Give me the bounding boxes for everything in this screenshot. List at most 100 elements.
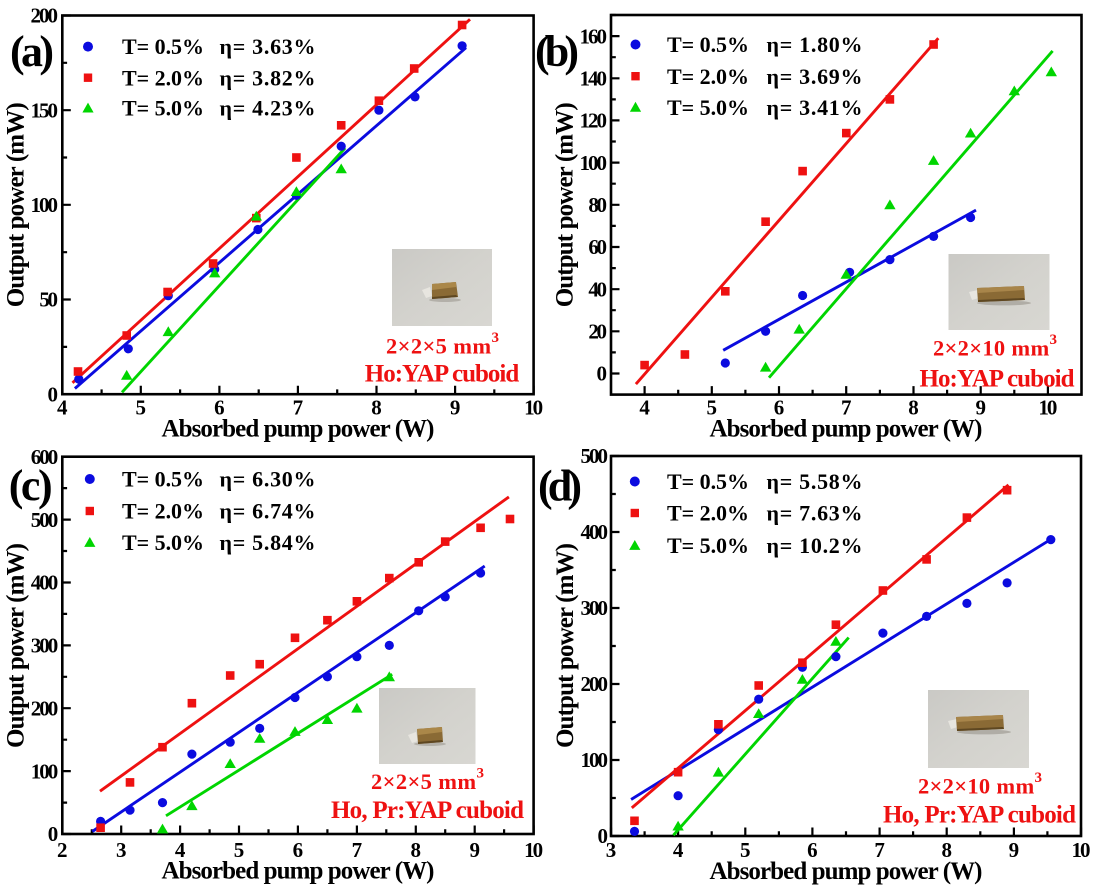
svg-text:600: 600	[31, 445, 59, 469]
svg-text:T= 2.0%: T= 2.0%	[667, 64, 749, 89]
svg-text:T= 5.0%: T= 5.0%	[122, 96, 204, 121]
svg-text:7: 7	[874, 838, 885, 862]
svg-text:7: 7	[293, 396, 304, 420]
svg-text:η= 3.41%: η= 3.41%	[767, 95, 863, 120]
svg-text:(b): (b)	[535, 27, 579, 76]
svg-text:4: 4	[175, 838, 186, 862]
svg-text:η= 4.23%: η= 4.23%	[220, 96, 316, 121]
svg-text:Output power (mW): Output power (mW)	[3, 102, 30, 307]
svg-text:8: 8	[411, 838, 422, 862]
svg-text:10: 10	[1038, 396, 1057, 420]
svg-text:Absorbed pump power (W): Absorbed pump power (W)	[162, 416, 435, 443]
svg-text:6: 6	[214, 396, 225, 420]
svg-text:Absorbed pump power (W): Absorbed pump power (W)	[162, 858, 435, 885]
svg-text:500: 500	[31, 508, 59, 532]
svg-text:2: 2	[57, 838, 68, 862]
svg-text:300: 300	[31, 634, 59, 658]
svg-text:η= 3.69%: η= 3.69%	[767, 64, 863, 89]
svg-text:T= 0.5%: T= 0.5%	[667, 469, 749, 494]
svg-text:9: 9	[469, 838, 480, 862]
svg-text:140: 140	[580, 67, 608, 91]
svg-text:η= 5.58%: η= 5.58%	[767, 469, 863, 494]
svg-text:6: 6	[293, 838, 304, 862]
svg-text:160: 160	[580, 24, 608, 48]
svg-text:Output power (mW): Output power (mW)	[552, 102, 579, 307]
svg-text:8: 8	[908, 396, 919, 420]
svg-text:60: 60	[588, 235, 607, 259]
svg-text:7: 7	[352, 838, 363, 862]
svg-text:9: 9	[1009, 838, 1020, 862]
svg-text:4: 4	[57, 396, 68, 420]
svg-text:3: 3	[116, 838, 127, 862]
svg-text:Ho:YAP cuboid: Ho:YAP cuboid	[365, 360, 520, 387]
svg-text:100: 100	[581, 748, 609, 772]
svg-text:0: 0	[48, 382, 59, 406]
svg-text:T= 2.0%: T= 2.0%	[122, 499, 204, 524]
svg-text:2×2×5 mm3: 2×2×5 mm3	[371, 766, 484, 795]
svg-text:40: 40	[588, 277, 607, 301]
svg-text:200: 200	[31, 696, 59, 720]
svg-text:7: 7	[841, 396, 852, 420]
svg-text:10: 10	[524, 396, 543, 420]
svg-text:8: 8	[371, 396, 382, 420]
svg-text:9: 9	[450, 396, 461, 420]
svg-text:Ho, Pr:YAP cuboid: Ho, Pr:YAP cuboid	[331, 797, 524, 824]
svg-text:10: 10	[1072, 838, 1091, 862]
svg-text:T= 0.5%: T= 0.5%	[122, 34, 204, 59]
svg-text:6: 6	[807, 838, 818, 862]
svg-text:120: 120	[580, 109, 608, 133]
svg-text:Absorbed pump power (W): Absorbed pump power (W)	[710, 416, 983, 443]
svg-text:200: 200	[581, 672, 609, 696]
svg-text:2×2×10 mm3: 2×2×10 mm3	[918, 770, 1042, 799]
svg-text:4: 4	[639, 396, 650, 420]
svg-text:300: 300	[581, 596, 609, 620]
svg-text:η= 3.63%: η= 3.63%	[220, 34, 316, 59]
svg-text:6: 6	[774, 396, 785, 420]
svg-text:8: 8	[941, 838, 952, 862]
svg-text:η= 1.80%: η= 1.80%	[767, 32, 863, 57]
svg-text:10: 10	[524, 838, 543, 862]
svg-text:100: 100	[31, 193, 59, 217]
svg-text:3: 3	[606, 838, 617, 862]
svg-text:5: 5	[234, 838, 245, 862]
svg-text:4: 4	[673, 838, 684, 862]
svg-text:Absorbed pump power (W): Absorbed pump power (W)	[710, 858, 983, 885]
svg-text:500: 500	[581, 444, 609, 468]
svg-text:200: 200	[31, 4, 59, 28]
svg-text:T= 5.0%: T= 5.0%	[667, 95, 749, 120]
svg-text:(c): (c)	[9, 461, 53, 510]
svg-text:150: 150	[31, 98, 59, 122]
svg-text:5: 5	[707, 396, 718, 420]
svg-text:Ho:YAP cuboid: Ho:YAP cuboid	[920, 366, 1075, 393]
svg-text:η= 6.74%: η= 6.74%	[220, 499, 316, 524]
svg-text:100: 100	[31, 759, 59, 783]
svg-text:η= 6.30%: η= 6.30%	[220, 467, 316, 492]
svg-text:η= 5.84%: η= 5.84%	[220, 530, 316, 555]
svg-text:9: 9	[975, 396, 986, 420]
svg-text:η= 10.2%: η= 10.2%	[767, 533, 863, 558]
svg-text:η= 3.82%: η= 3.82%	[220, 65, 316, 90]
svg-text:T= 0.5%: T= 0.5%	[122, 467, 204, 492]
svg-text:2×2×5 mm3: 2×2×5 mm3	[386, 330, 499, 359]
svg-text:T= 2.0%: T= 2.0%	[122, 65, 204, 90]
svg-text:Output power (mW): Output power (mW)	[3, 543, 30, 748]
svg-text:5: 5	[136, 396, 147, 420]
svg-text:T= 5.0%: T= 5.0%	[667, 533, 749, 558]
svg-text:η= 7.63%: η= 7.63%	[767, 501, 863, 526]
svg-text:0: 0	[48, 822, 59, 846]
svg-text:T= 0.5%: T= 0.5%	[667, 32, 749, 57]
svg-text:80: 80	[588, 193, 607, 217]
svg-text:5: 5	[740, 838, 751, 862]
svg-text:50: 50	[39, 288, 58, 312]
svg-text:T= 2.0%: T= 2.0%	[667, 501, 749, 526]
svg-text:100: 100	[580, 151, 608, 175]
svg-text:(a): (a)	[10, 27, 54, 76]
svg-text:0: 0	[597, 362, 608, 386]
svg-text:2×2×10 mm3: 2×2×10 mm3	[933, 332, 1057, 361]
svg-text:(d): (d)	[538, 462, 582, 511]
svg-text:T= 5.0%: T= 5.0%	[122, 530, 204, 555]
svg-text:400: 400	[581, 520, 609, 544]
svg-text:Output power (mW): Output power (mW)	[552, 543, 579, 748]
svg-text:400: 400	[31, 571, 59, 595]
svg-text:Ho, Pr:YAP cuboid: Ho, Pr:YAP cuboid	[883, 802, 1076, 829]
